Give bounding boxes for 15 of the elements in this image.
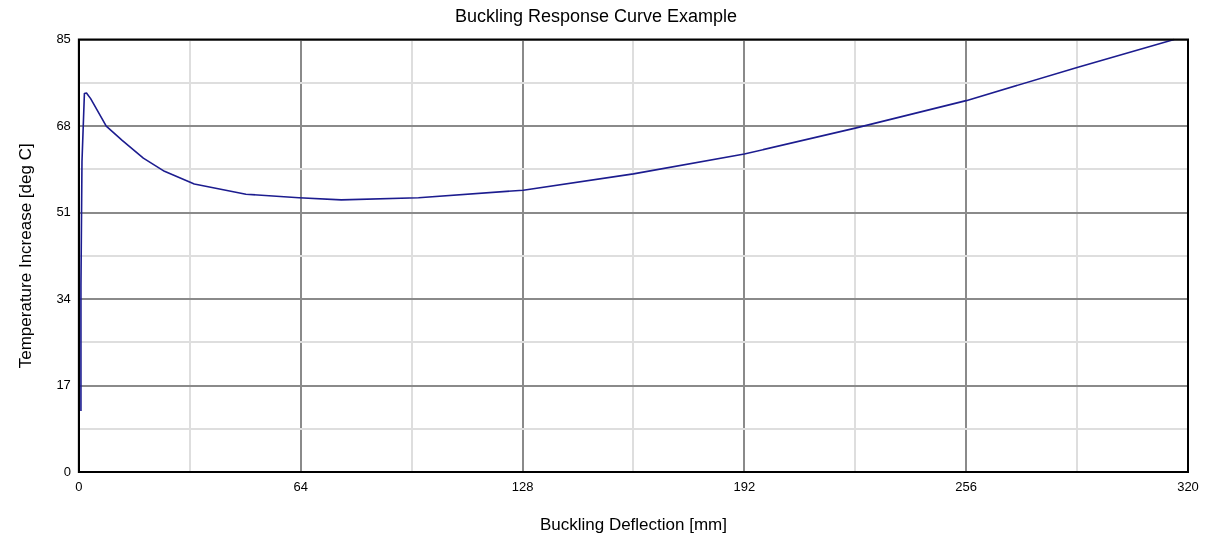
- y-tick-label: 85: [56, 31, 71, 47]
- chart-title: Buckling Response Curve Example: [454, 5, 738, 26]
- x-tick-label: 128: [511, 479, 534, 495]
- x-axis-title: Buckling Deflection [mm]: [539, 515, 727, 535]
- x-tick-label: 64: [293, 479, 308, 495]
- y-tick-label: 68: [56, 117, 71, 133]
- y-tick-label: 0: [63, 463, 71, 479]
- x-tick-label: 320: [1177, 479, 1199, 495]
- x-tick-label: 256: [955, 479, 978, 495]
- x-tick-label: 0: [75, 479, 83, 495]
- y-tick-label: 34: [56, 290, 71, 306]
- x-tick-label: 192: [733, 479, 756, 495]
- y-tick-label: 17: [56, 377, 71, 393]
- y-tick-label: 51: [56, 204, 71, 220]
- y-axis-title: Temperature Increase [deg C]: [15, 143, 35, 369]
